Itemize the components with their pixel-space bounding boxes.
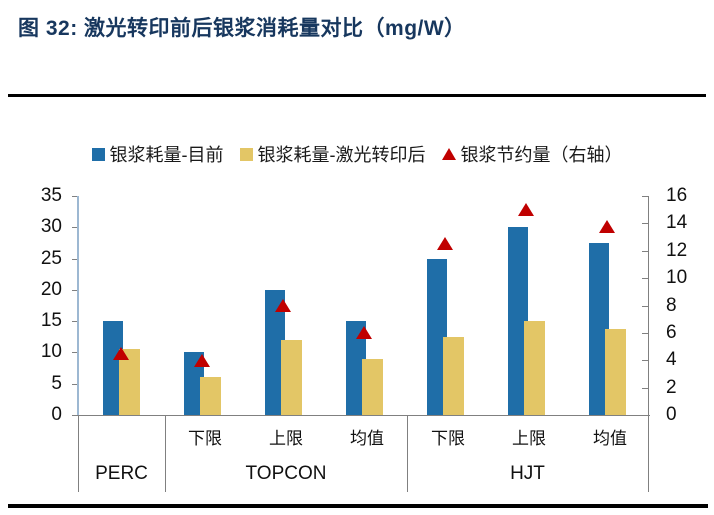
category-group-label: TOPCON — [245, 463, 327, 484]
category-sublabel: 上限 — [269, 429, 303, 448]
left-axis-tick — [72, 289, 77, 291]
right-axis-tick — [642, 250, 648, 252]
savings-marker — [275, 299, 291, 312]
title-divider — [8, 94, 706, 97]
bar-after — [443, 336, 464, 415]
right-axis-tick-label: 8 — [666, 294, 677, 316]
bar-after — [281, 339, 302, 415]
blue-square-swatch-icon — [91, 147, 105, 161]
legend-label-savings: 银浆节约量（右轴） — [460, 145, 623, 165]
right-axis-tick — [642, 305, 648, 307]
legend-item-after: 银浆耗量-激光转印后 — [239, 141, 426, 167]
yellow-square-swatch-icon — [239, 147, 253, 161]
bar-after — [362, 358, 383, 415]
bar-after — [200, 377, 221, 415]
savings-marker — [599, 220, 615, 234]
bar-current — [265, 289, 285, 415]
left-axis-tick-label: 5 — [51, 372, 62, 394]
category-separator — [648, 415, 649, 492]
category-separator — [78, 415, 79, 492]
bar-after — [524, 321, 545, 415]
savings-marker — [437, 237, 453, 251]
category-sublabel: 上限 — [512, 429, 546, 448]
bar-current — [184, 352, 204, 415]
savings-marker — [113, 346, 129, 360]
bar-current — [589, 242, 609, 415]
legend-item-savings: 银浆节约量（右轴） — [441, 141, 623, 167]
left-axis-tick — [72, 196, 77, 197]
savings-marker — [518, 203, 534, 217]
left-axis-tick-label: 30 — [40, 216, 62, 238]
savings-marker — [356, 326, 372, 340]
left-axis-tick — [72, 352, 77, 354]
left-axis-tick — [72, 415, 77, 416]
legend-label-current: 银浆耗量-目前 — [109, 145, 224, 165]
right-axis-tick — [642, 387, 648, 389]
left-axis-tick-label: 10 — [40, 341, 62, 363]
category-separator — [407, 415, 408, 492]
left-axis-tick-label: 15 — [40, 310, 62, 332]
right-axis-tick-label: 14 — [666, 212, 688, 234]
category-sublabel: 均值 — [350, 429, 384, 448]
right-axis-tick — [642, 196, 648, 197]
category-group-label: PERC — [95, 463, 148, 484]
right-axis-tick-label: 12 — [666, 239, 688, 261]
bottom-divider — [8, 504, 708, 508]
right-axis-tick — [642, 278, 648, 280]
left-axis-tick — [72, 227, 77, 229]
category-group-label: HJT — [510, 463, 545, 484]
bar-after — [605, 328, 626, 415]
left-axis-tick — [72, 383, 77, 385]
bar-current — [103, 321, 123, 415]
red-triangle-swatch-icon — [441, 148, 456, 160]
right-axis-tick — [642, 223, 648, 225]
category-separator — [165, 415, 166, 492]
left-axis-tick-label: 35 — [40, 185, 62, 206]
savings-marker — [194, 353, 210, 367]
category-sublabel: 下限 — [188, 429, 222, 448]
left-axis-tick-label: 20 — [40, 278, 62, 300]
right-axis-tick-label: 6 — [666, 321, 677, 343]
right-axis-tick-label: 0 — [666, 404, 677, 425]
right-axis-tick-label: 10 — [666, 267, 688, 289]
left-axis-tick — [72, 258, 77, 260]
category-sublabel: 均值 — [593, 429, 627, 448]
right-axis-tick-label: 16 — [666, 185, 688, 206]
bottom-axis-line — [72, 415, 650, 416]
right-axis-tick-label: 4 — [666, 349, 677, 371]
legend-label-after: 银浆耗量-激光转印后 — [257, 145, 426, 165]
bar-current — [508, 227, 528, 415]
bar-current — [427, 258, 447, 415]
right-axis-line — [648, 196, 649, 415]
left-axis-tick-label: 0 — [51, 404, 62, 425]
left-axis-tick — [72, 321, 77, 323]
right-axis-tick — [642, 332, 648, 334]
legend-item-current: 银浆耗量-目前 — [91, 141, 224, 167]
bar-current — [346, 321, 366, 415]
right-axis-tick-label: 2 — [666, 376, 677, 398]
right-axis-tick — [642, 415, 648, 416]
bar-after — [119, 349, 140, 415]
left-axis-line — [77, 196, 79, 415]
left-axis-tick-label: 25 — [40, 247, 62, 269]
category-sublabel: 下限 — [431, 429, 465, 448]
right-axis-tick — [642, 360, 648, 362]
chart-legend: 银浆耗量-目前 银浆耗量-激光转印后 银浆节约量（右轴） — [0, 141, 714, 167]
figure-title: 图 32: 激光转印前后银浆消耗量对比（mg/W） — [18, 17, 466, 40]
